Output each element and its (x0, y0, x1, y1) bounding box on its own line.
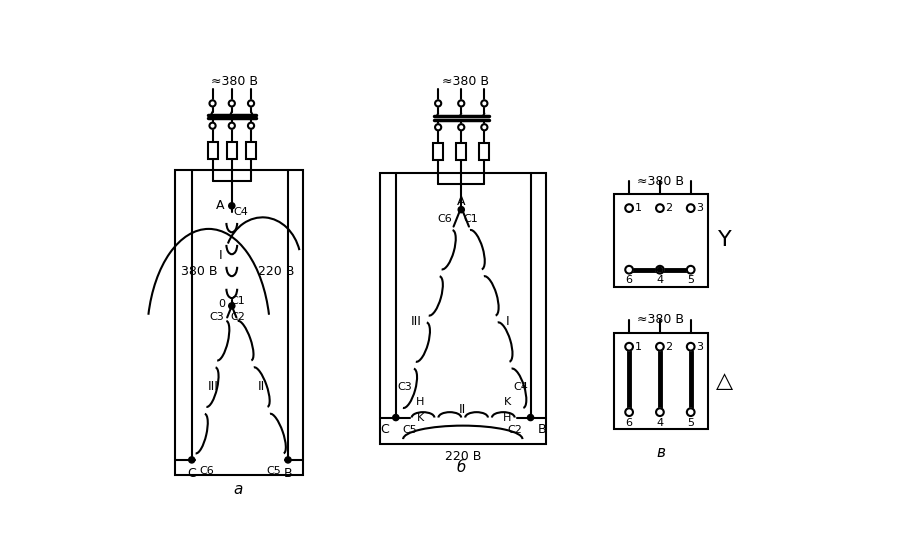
Text: II: II (257, 380, 265, 393)
Circle shape (248, 100, 254, 106)
Text: C2: C2 (230, 312, 246, 321)
Circle shape (687, 204, 695, 212)
Text: 6: 6 (626, 418, 633, 428)
Text: 4: 4 (656, 276, 663, 286)
Circle shape (626, 343, 633, 351)
Circle shape (229, 100, 235, 106)
Text: A: A (216, 199, 224, 212)
Text: 3: 3 (696, 342, 703, 352)
Circle shape (687, 343, 695, 351)
Text: 220 В: 220 В (445, 450, 481, 463)
Text: ≈380 В: ≈380 В (637, 175, 684, 188)
Circle shape (656, 408, 664, 416)
Bar (480, 143, 490, 160)
Text: ≈380 В: ≈380 В (637, 313, 684, 326)
Circle shape (626, 204, 633, 212)
Text: C6: C6 (200, 466, 214, 477)
Circle shape (626, 266, 633, 273)
Text: 4: 4 (656, 418, 663, 428)
Text: △: △ (716, 371, 734, 390)
Text: H: H (417, 397, 425, 407)
Circle shape (656, 266, 664, 273)
Text: 380 В: 380 В (181, 265, 218, 278)
Text: C: C (187, 467, 196, 480)
Bar (614, 333, 707, 429)
Circle shape (229, 203, 235, 209)
Text: 2: 2 (665, 342, 672, 352)
Text: C4: C4 (234, 207, 248, 217)
Text: I: I (506, 315, 509, 328)
Circle shape (435, 100, 441, 106)
Circle shape (458, 124, 464, 130)
Text: а: а (233, 482, 243, 497)
Bar (614, 194, 707, 287)
Circle shape (527, 414, 534, 421)
Text: B: B (284, 467, 292, 480)
Text: C1: C1 (464, 214, 478, 224)
Circle shape (435, 124, 441, 130)
Circle shape (656, 204, 664, 212)
Text: 220 В: 220 В (258, 265, 294, 278)
Circle shape (458, 207, 464, 213)
Circle shape (392, 414, 399, 421)
Text: K: K (504, 397, 511, 407)
Text: 1: 1 (634, 342, 642, 352)
Text: C5: C5 (402, 425, 417, 435)
Circle shape (656, 343, 664, 351)
Text: C1: C1 (230, 296, 246, 306)
Circle shape (482, 124, 488, 130)
Text: C3: C3 (210, 312, 224, 321)
Text: 6: 6 (626, 276, 633, 286)
Circle shape (229, 123, 235, 129)
Bar (246, 142, 256, 159)
Bar (433, 143, 443, 160)
Text: 5: 5 (688, 418, 694, 428)
Text: б: б (456, 460, 466, 475)
Text: B: B (538, 423, 546, 436)
Bar (175, 170, 303, 475)
Text: II: II (459, 403, 466, 416)
Text: 3: 3 (696, 203, 703, 213)
Text: 0: 0 (219, 298, 226, 309)
Text: 1: 1 (634, 203, 642, 213)
Text: C: C (380, 423, 389, 436)
Text: 2: 2 (665, 203, 672, 213)
Bar (456, 143, 466, 160)
Circle shape (229, 303, 235, 309)
Text: H: H (503, 413, 511, 423)
Text: I: I (220, 249, 223, 262)
Circle shape (210, 100, 216, 106)
Circle shape (687, 266, 695, 273)
Text: 5: 5 (688, 276, 694, 286)
Circle shape (626, 408, 633, 416)
Circle shape (189, 457, 194, 463)
Text: K: K (417, 413, 424, 423)
Text: Y: Y (717, 231, 732, 250)
Text: ≈380 В: ≈380 В (211, 74, 257, 87)
Bar (208, 142, 218, 159)
Text: C6: C6 (436, 214, 452, 224)
Circle shape (687, 408, 695, 416)
Text: C5: C5 (266, 466, 282, 477)
Circle shape (458, 100, 464, 106)
Text: ≈380 В: ≈380 В (442, 74, 489, 87)
Bar (227, 142, 237, 159)
Text: III: III (208, 380, 219, 393)
Circle shape (658, 267, 662, 272)
Circle shape (248, 123, 254, 129)
Circle shape (482, 100, 488, 106)
Text: III: III (411, 315, 422, 328)
Text: C2: C2 (508, 425, 523, 435)
Circle shape (210, 123, 216, 129)
Bar (381, 174, 546, 445)
Text: в: в (656, 445, 665, 460)
Text: A: A (457, 195, 465, 208)
Text: C4: C4 (514, 382, 528, 392)
Circle shape (285, 457, 291, 463)
Text: C3: C3 (398, 382, 412, 392)
